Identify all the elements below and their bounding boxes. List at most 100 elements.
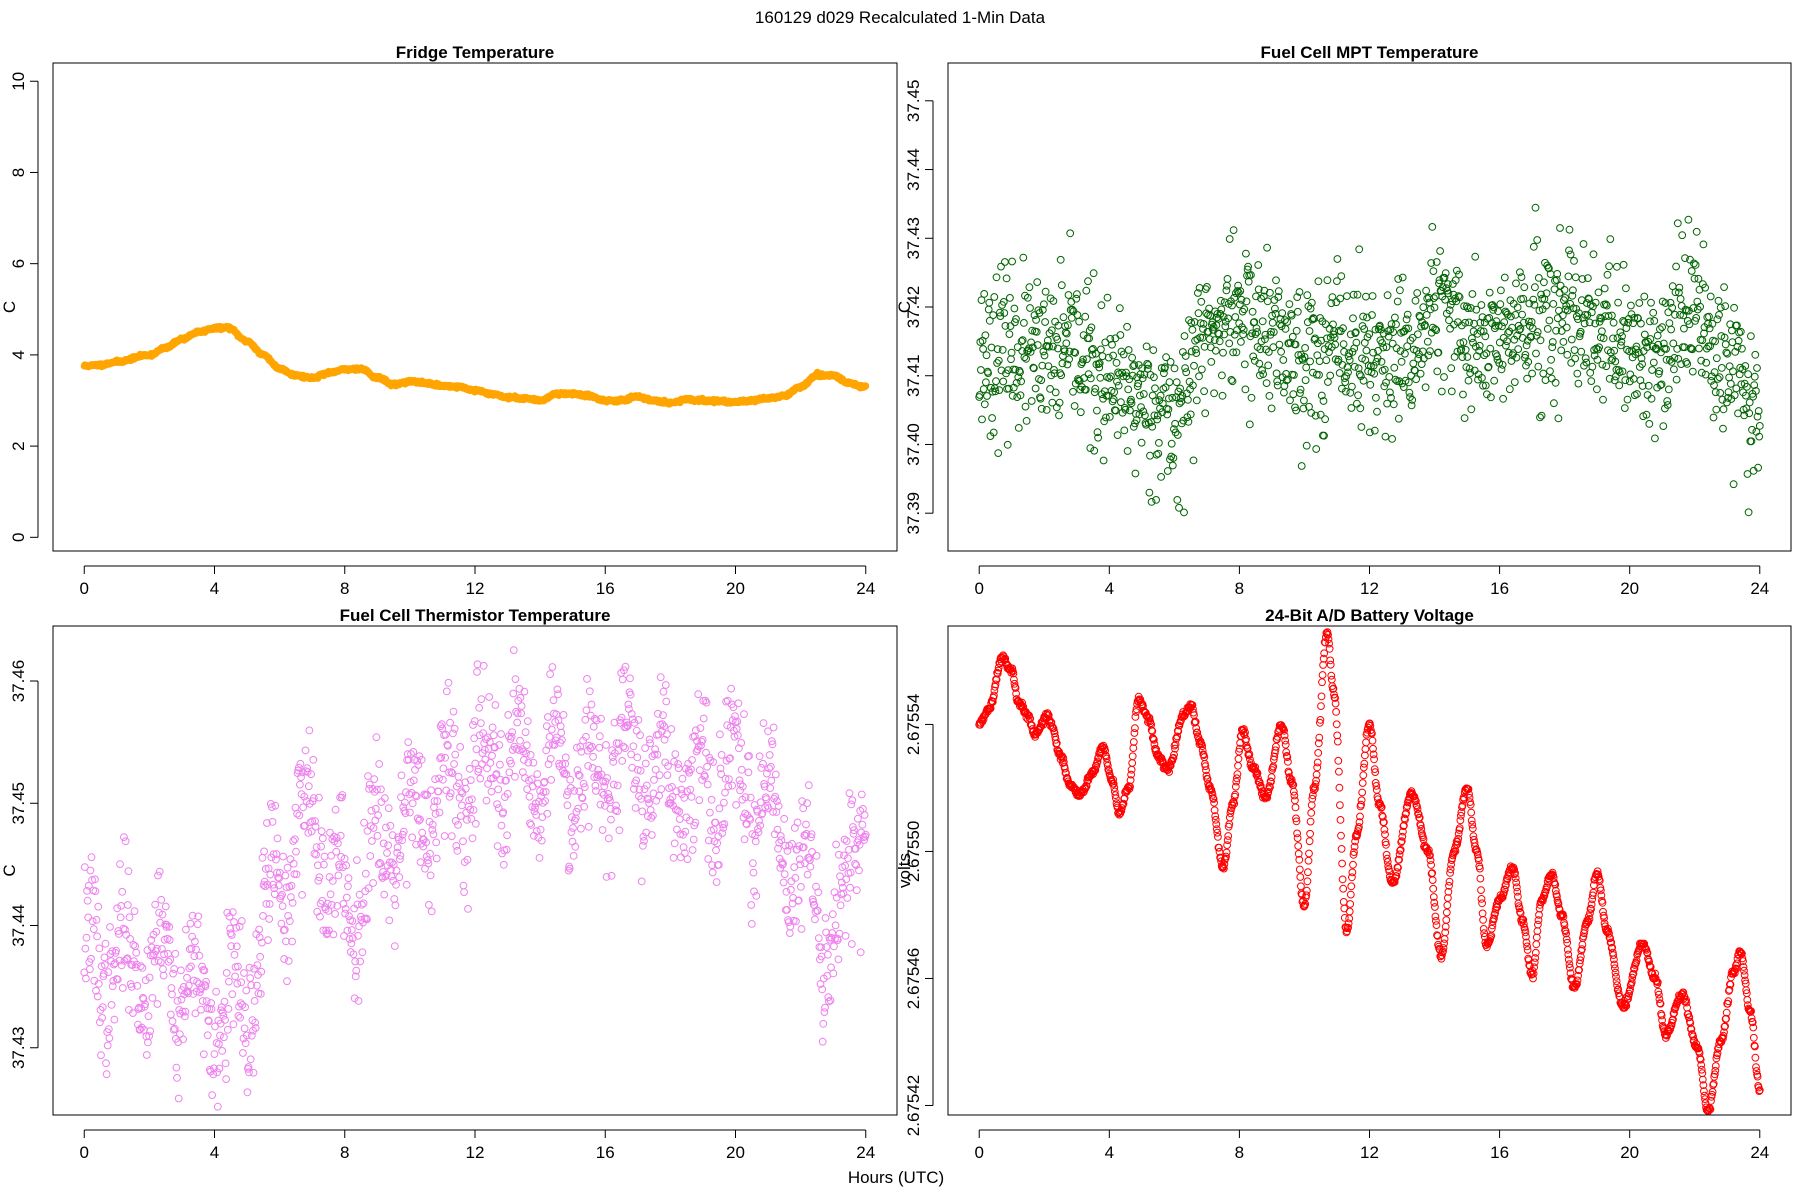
data-point: [296, 759, 305, 768]
data-point: [1434, 348, 1443, 357]
data-point: [602, 873, 611, 881]
data-point: [674, 764, 683, 773]
data-point: [154, 871, 162, 880]
data-point: [1598, 327, 1606, 336]
data-point: [1311, 780, 1320, 788]
data-point: [1189, 381, 1197, 390]
data-point: [1129, 738, 1138, 746]
data-point: [566, 775, 575, 784]
data-point: [719, 824, 728, 832]
data-point: [1038, 361, 1047, 370]
y-tick-label: 4: [9, 350, 28, 359]
data-point: [729, 703, 738, 712]
data-point: [657, 785, 666, 793]
data-point: [1279, 356, 1288, 364]
data-point: [1303, 291, 1312, 300]
data-point: [1301, 344, 1309, 352]
data-point: [461, 784, 470, 793]
data-point: [749, 859, 757, 868]
data-point: [1289, 390, 1298, 399]
data-point: [1559, 338, 1568, 346]
data-point: [1107, 372, 1115, 381]
data-point: [168, 1017, 177, 1026]
data-point: [1201, 762, 1210, 771]
data-point: [1029, 363, 1038, 372]
data-point: [726, 754, 734, 763]
data-point: [589, 752, 597, 761]
data-point: [636, 731, 644, 740]
data-point: [656, 673, 665, 682]
data-point: [1112, 406, 1120, 415]
data-point: [1158, 399, 1167, 408]
data-point: [1301, 376, 1310, 385]
data-point: [1013, 343, 1022, 352]
data-point: [1215, 330, 1223, 338]
data-point: [1324, 635, 1333, 644]
data-point: [1690, 259, 1698, 268]
data-point: [605, 793, 614, 802]
data-point: [1647, 298, 1655, 307]
data-point: [533, 779, 542, 788]
data-point: [1281, 736, 1290, 745]
data-point: [1317, 702, 1325, 710]
data-point: [165, 922, 174, 931]
data-point: [1446, 300, 1455, 309]
data-point: [1619, 317, 1627, 325]
data-point: [1319, 397, 1328, 405]
data-point: [446, 718, 455, 727]
data-point: [1582, 299, 1591, 307]
data-point: [394, 835, 403, 844]
data-point: [1186, 410, 1195, 419]
data-point: [1317, 391, 1326, 400]
data-point: [469, 721, 477, 729]
x-axis: 0 4 8 12 16 20 24: [80, 565, 875, 598]
data-point: [1281, 316, 1289, 325]
data-point: [1259, 370, 1268, 379]
data-point: [1394, 414, 1403, 423]
data-point: [225, 977, 233, 986]
data-point: [1468, 334, 1476, 343]
data-point: [1058, 759, 1067, 767]
data-point: [1611, 372, 1620, 381]
y-tick-label: 37.45: [9, 782, 28, 825]
plot-frame: [52, 62, 898, 552]
data-point: [1388, 339, 1397, 348]
data-point: [577, 747, 586, 756]
data-point: [1502, 341, 1510, 350]
data-point: [1312, 776, 1320, 785]
data-point: [180, 1012, 189, 1021]
data-point: [1605, 262, 1613, 271]
data-point: [259, 912, 267, 920]
data-point: [1445, 306, 1454, 315]
data-point: [120, 833, 128, 841]
data-point: [339, 900, 348, 908]
data-point: [1440, 373, 1448, 381]
data-point: [1124, 385, 1133, 394]
data-point: [1151, 397, 1160, 405]
data-point: [459, 837, 467, 846]
data-point: [1450, 320, 1458, 329]
data-point: [1230, 293, 1239, 302]
data-point: [702, 748, 710, 757]
data-point: [1290, 791, 1299, 800]
data-point: [1426, 347, 1434, 356]
data-point: [582, 732, 590, 741]
data-point: [1058, 359, 1067, 368]
data-point: [1245, 420, 1254, 429]
data-point: [535, 854, 544, 862]
data-point: [1547, 374, 1556, 383]
data-point: [1629, 319, 1637, 328]
data-point: [1036, 394, 1045, 403]
data-point: [1396, 347, 1405, 355]
data-point: [507, 732, 516, 741]
data-point: [814, 934, 823, 942]
data-point: [1244, 277, 1253, 286]
data-point: [486, 759, 495, 767]
data-point: [133, 982, 142, 990]
data-point: [675, 807, 684, 816]
data-point: [993, 345, 1002, 354]
data-point: [241, 1003, 250, 1012]
data-point: [1485, 288, 1494, 297]
